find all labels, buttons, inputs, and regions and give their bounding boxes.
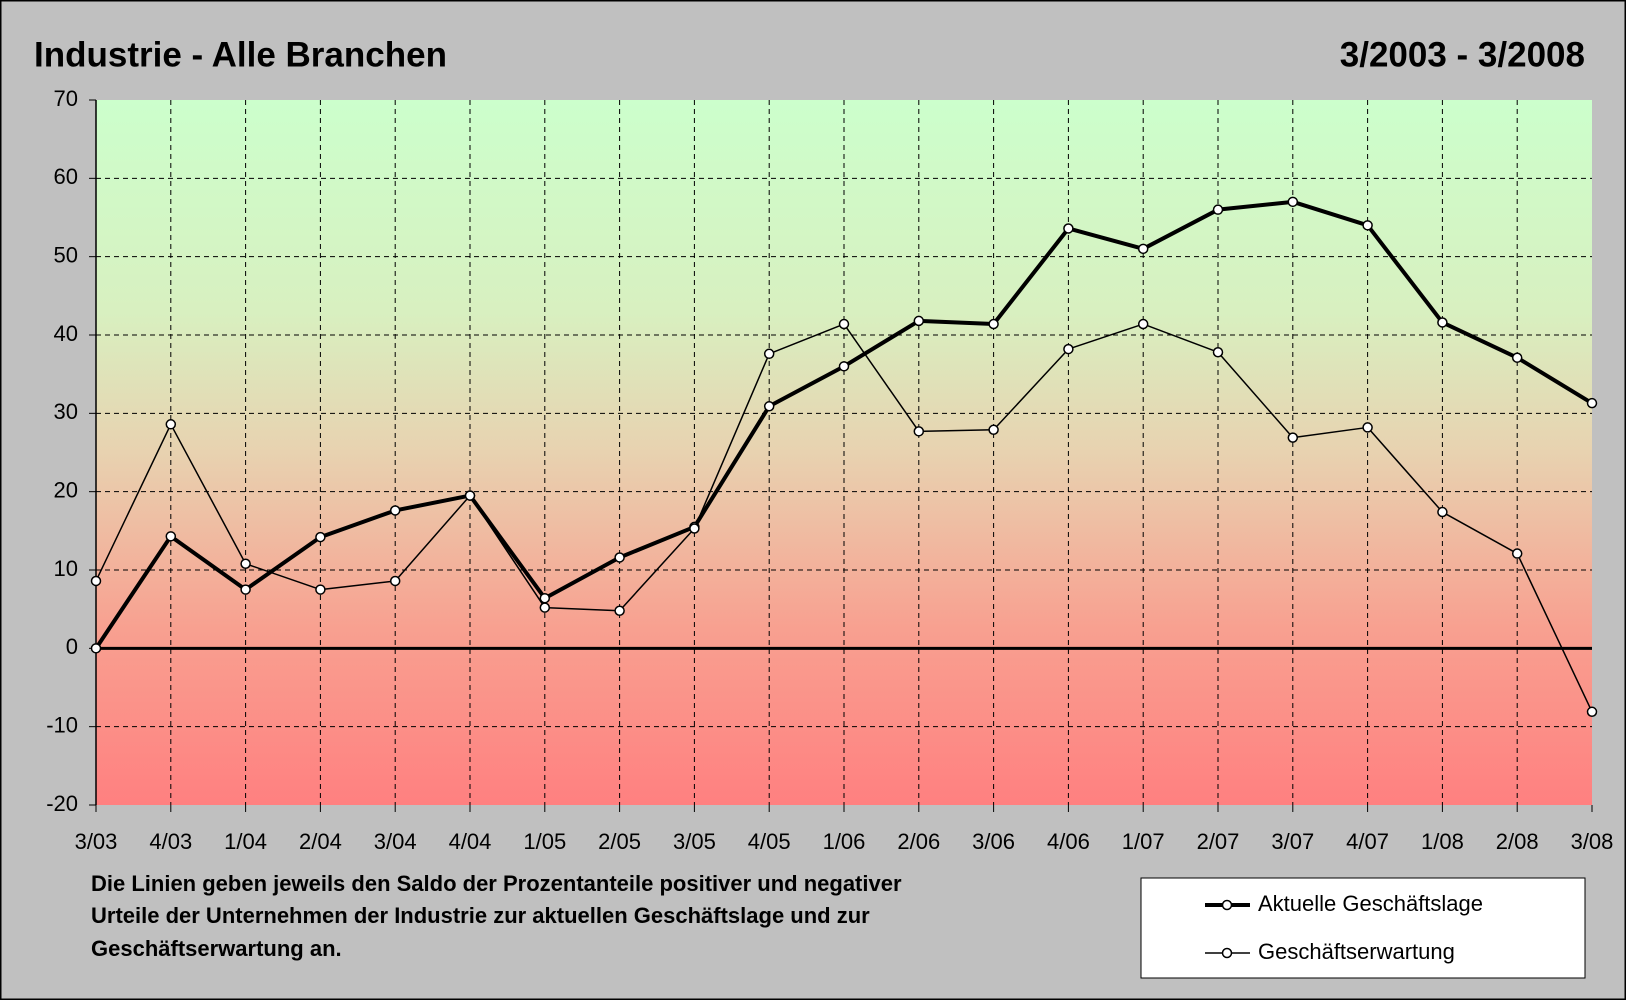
data-point	[689, 523, 700, 534]
data-point	[240, 584, 251, 595]
x-tick-label: 4/06	[1047, 829, 1090, 854]
data-point	[389, 575, 401, 587]
chart-title: Industrie - Alle Branchen	[34, 35, 447, 74]
data-point	[1511, 352, 1523, 363]
x-tick-label: 3/05	[673, 829, 716, 854]
annotation: Die Linien geben jeweils den Saldo der P…	[91, 871, 902, 896]
y-tick-label: -10	[46, 712, 78, 737]
y-tick-label: 50	[54, 242, 78, 267]
legend-label: Aktuelle Geschäftslage	[1258, 891, 1483, 916]
legend-label: Geschäftserwartung	[1258, 939, 1455, 964]
x-tick-label: 4/04	[449, 829, 492, 854]
annotation: Geschäftserwartung an.	[91, 936, 342, 961]
y-tick-label: 60	[54, 164, 78, 189]
data-point	[838, 318, 850, 330]
x-tick-label: 4/07	[1346, 829, 1389, 854]
data-point	[1212, 346, 1224, 358]
data-point	[1212, 204, 1224, 215]
data-point	[913, 315, 925, 327]
x-tick-label: 4/05	[748, 829, 791, 854]
data-point	[1362, 220, 1373, 231]
data-point	[838, 361, 850, 372]
x-tick-label: 2/04	[299, 829, 342, 854]
x-tick-label: 1/06	[823, 829, 866, 854]
data-point	[90, 575, 102, 587]
y-tick-label: 0	[66, 634, 78, 659]
data-point	[1063, 343, 1074, 355]
data-point	[913, 426, 925, 437]
y-tick-label: 70	[54, 86, 78, 111]
data-point	[988, 318, 999, 330]
data-point	[539, 602, 551, 613]
data-point	[1362, 422, 1373, 433]
data-point	[1287, 196, 1299, 208]
x-tick-label: 3/04	[374, 829, 417, 854]
data-point	[1287, 432, 1299, 443]
x-tick-label: 1/07	[1122, 829, 1165, 854]
legend-marker	[1221, 899, 1233, 911]
data-point	[539, 592, 551, 604]
data-point	[90, 643, 102, 654]
x-tick-label: 2/08	[1496, 829, 1539, 854]
data-point	[1137, 243, 1149, 255]
data-point	[763, 348, 775, 360]
data-point	[1137, 318, 1149, 330]
data-point	[988, 424, 999, 436]
data-point	[315, 584, 326, 595]
x-tick-label: 3/03	[75, 829, 118, 854]
data-point	[1437, 506, 1448, 518]
x-tick-label: 4/03	[149, 829, 192, 854]
y-tick-label: 20	[54, 477, 78, 502]
data-point	[763, 401, 775, 412]
x-tick-label: 2/05	[598, 829, 641, 854]
data-point	[165, 419, 177, 430]
data-point	[614, 552, 625, 563]
x-tick-label: 2/07	[1197, 829, 1240, 854]
x-tick-label: 3/06	[972, 829, 1015, 854]
data-point	[240, 558, 251, 569]
data-point	[389, 505, 401, 516]
y-tick-label: 10	[54, 556, 78, 581]
data-point	[1437, 317, 1448, 328]
data-point	[315, 531, 326, 543]
x-tick-label: 3/07	[1271, 829, 1314, 854]
x-tick-label: 2/06	[897, 829, 940, 854]
data-point	[165, 531, 177, 542]
x-tick-label: 1/08	[1421, 829, 1464, 854]
y-tick-label: 30	[54, 399, 78, 424]
data-point	[464, 490, 476, 501]
annotation: Urteile der Unternehmen der Industrie zu…	[91, 903, 870, 928]
chart-subtitle: 3/2003 - 3/2008	[1340, 35, 1585, 74]
x-tick-label: 1/05	[523, 829, 566, 854]
y-tick-label: -20	[46, 791, 78, 816]
y-tick-label: 40	[54, 321, 78, 346]
data-point	[1063, 223, 1074, 234]
data-point	[1511, 548, 1523, 559]
data-point	[1586, 706, 1598, 718]
x-tick-label: 1/04	[224, 829, 267, 854]
data-point	[614, 605, 625, 616]
x-tick-label: 3/08	[1571, 829, 1614, 854]
legend	[1140, 877, 1586, 979]
data-point	[1586, 397, 1598, 409]
legend-marker	[1221, 947, 1233, 959]
